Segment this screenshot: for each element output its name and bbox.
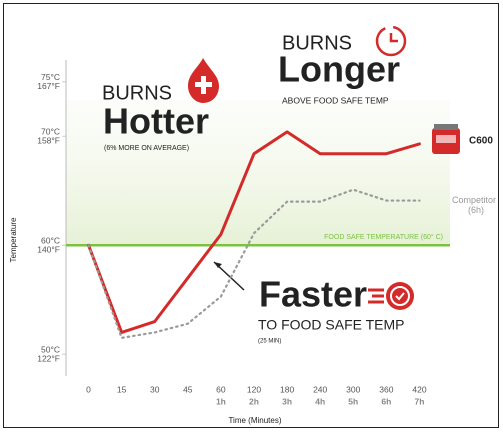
y-tick-sublabel: 122°F — [37, 353, 60, 363]
y-axis-label: Temperature — [9, 217, 18, 262]
y-tick-label: 50°C — [41, 344, 60, 354]
can-icon — [432, 124, 460, 154]
annotation-headline: Faster — [259, 274, 367, 315]
legend-label: C600 — [469, 136, 493, 147]
y-tick-sublabel: 140°F — [37, 244, 60, 254]
x-tick-label: 45 — [183, 384, 193, 394]
x-tick-label: 420 — [412, 384, 426, 394]
y-tick-label: 75°C — [41, 72, 60, 82]
annotation: BURNS — [102, 82, 172, 104]
x-tick-sublabel: 5h — [348, 396, 358, 406]
reference-label: FOOD SAFE TEMPERATURE (60° C) — [324, 233, 443, 241]
fast-clock-icon — [368, 282, 414, 310]
series — [87, 130, 421, 339]
background — [66, 100, 450, 246]
safe-zone — [66, 100, 450, 246]
x-tick-sublabel: 6h — [381, 396, 391, 406]
y-tick-sublabel: 167°F — [37, 81, 60, 91]
annotation-headline: Longer — [278, 49, 400, 90]
x-axis-label: Time (Minutes) — [228, 416, 281, 425]
x-tick-sublabel: 3h — [282, 396, 292, 406]
x-tick-sublabel: 7h — [414, 396, 424, 406]
x-tick-label: 240 — [313, 384, 327, 394]
y-tick-label: 60°C — [41, 235, 60, 245]
frame — [3, 3, 499, 428]
series-line — [87, 130, 421, 334]
x-tick-sublabel: 4h — [315, 396, 325, 406]
y-tick-label: 70°C — [41, 127, 60, 137]
x-tick-label: 60 — [216, 384, 226, 394]
x-tick-label: 0 — [86, 384, 91, 394]
annotation: BURNS — [282, 32, 352, 54]
clock-icon — [375, 25, 407, 57]
annotation: (6% MORE ON AVERAGE) — [104, 145, 189, 152]
x-tick-label: 360 — [379, 384, 393, 394]
x-tick-sublabel: 2h — [249, 396, 259, 406]
x-tick-label: 180 — [280, 384, 294, 394]
x-tick-label: 30 — [150, 384, 160, 394]
legend-note: (6h) — [468, 205, 484, 215]
x-tick-label: 15 — [117, 384, 127, 394]
series-line — [87, 188, 421, 339]
annotation: ABOVE FOOD SAFE TEMP — [282, 95, 389, 105]
flame-icon — [188, 58, 219, 103]
x-tick-label: 120 — [247, 384, 261, 394]
annotation: (25 MIN) — [258, 339, 281, 345]
annotation: TO FOOD SAFE TEMP — [258, 317, 405, 333]
annotation-headline: Hotter — [103, 101, 209, 142]
x-tick-sublabel: 1h — [216, 396, 226, 406]
legend-label: Competitor — [452, 195, 496, 205]
y-tick-sublabel: 158°F — [37, 136, 60, 146]
arrow-head — [214, 262, 222, 268]
x-tick-label: 300 — [346, 384, 360, 394]
